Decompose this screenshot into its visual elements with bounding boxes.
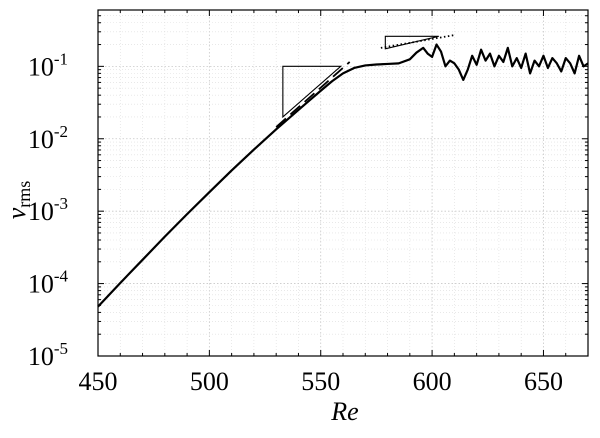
slope-triangle	[282, 65, 343, 119]
y-tick-label-exponent: -3	[54, 194, 68, 213]
ticks	[97, 9, 589, 357]
y-tick-label: 10-3	[28, 194, 68, 226]
series-line-dotted	[380, 34, 455, 49]
y-axis-label: vrms	[2, 181, 34, 220]
grid	[97, 9, 589, 357]
x-tick-label: 550	[301, 367, 340, 396]
y-tick-label: 10-4	[28, 267, 69, 299]
reference-lines	[282, 35, 439, 119]
y-tick-label: 10-1	[28, 49, 68, 81]
y-tick-label-exponent: -4	[54, 267, 69, 286]
x-tick-label: 600	[413, 367, 452, 396]
y-axis-label-main: v	[2, 207, 31, 219]
series-line-dashed	[275, 61, 351, 128]
y-tick-label-exponent: -5	[54, 339, 68, 358]
y-tick-labels: 10-510-410-310-210-1	[28, 49, 69, 371]
y-tick-label-base: 10	[28, 342, 54, 371]
x-axis-label: Re	[330, 397, 358, 426]
x-tick-labels: 450 500 550 600 650	[79, 367, 563, 396]
y-tick-label-base: 10	[28, 52, 54, 81]
y-tick-label-base: 10	[28, 125, 54, 154]
slope-triangle	[384, 35, 439, 50]
y-axis-label-sub: rms	[14, 181, 34, 208]
y-tick-label: 10-2	[28, 122, 68, 154]
y-tick-label: 10-5	[28, 339, 68, 371]
y-tick-label-exponent: -1	[54, 49, 68, 68]
series-layer	[97, 34, 589, 308]
x-tick-label: 450	[79, 367, 118, 396]
series-line-solid	[97, 43, 589, 308]
y-tick-label-exponent: -2	[54, 122, 68, 141]
y-tick-label-base: 10	[28, 270, 54, 299]
y-tick-label-base: 10	[28, 197, 54, 226]
x-tick-label: 650	[524, 367, 563, 396]
x-tick-label: 500	[190, 367, 229, 396]
